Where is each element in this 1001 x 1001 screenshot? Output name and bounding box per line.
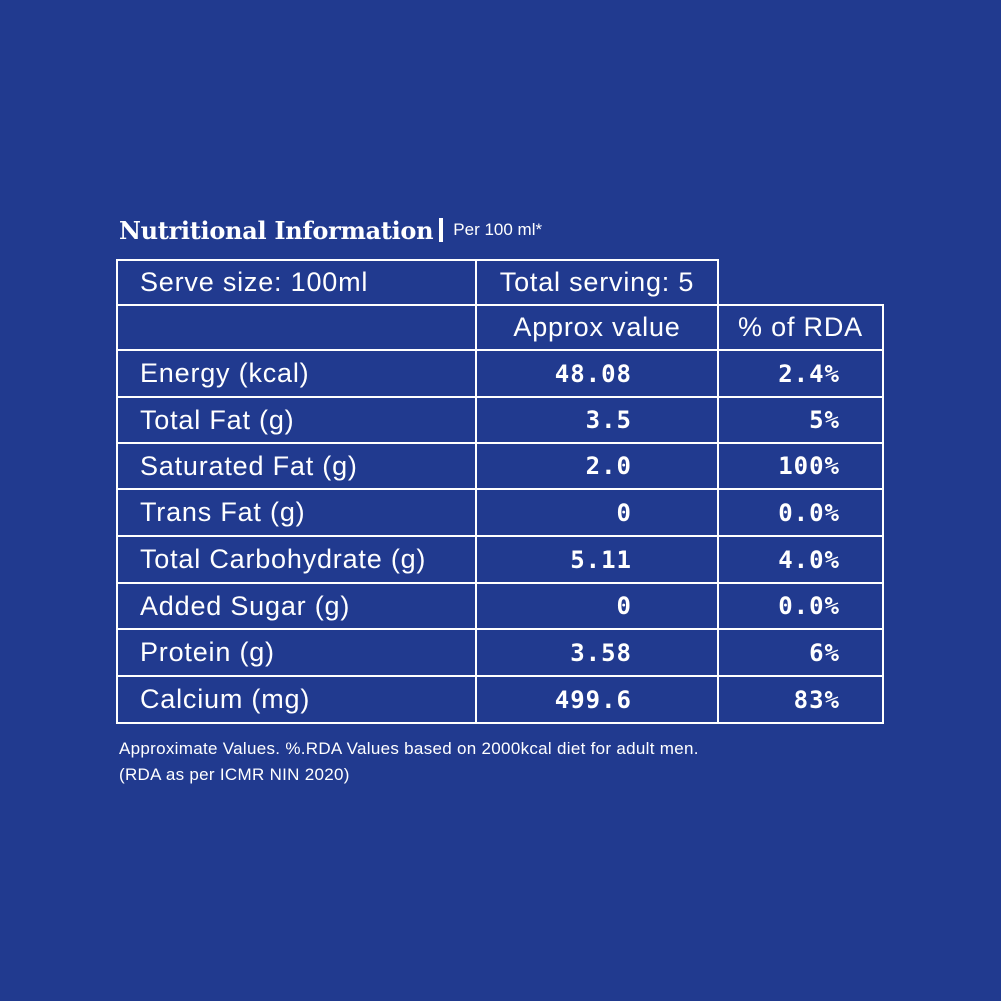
row-value: 0 [475, 488, 719, 537]
table-title: Nutritional Information Per 100 ml* [119, 212, 542, 248]
footnote-line-2: (RDA as per ICMR NIN 2020) [119, 765, 350, 784]
row-value: 2.0 [475, 442, 719, 490]
row-rda: 4.0% [717, 535, 884, 584]
row-label: Energy (kcal) [116, 349, 477, 398]
title-subtitle: Per 100 ml* [453, 220, 543, 239]
row-rda: 0.0% [717, 582, 884, 630]
row-rda: 0.0% [717, 488, 884, 537]
row-label: Added Sugar (g) [116, 582, 477, 630]
row-label: Total Carbohydrate (g) [116, 535, 477, 584]
row-value: 3.58 [475, 628, 719, 677]
row-rda: 6% [717, 628, 884, 677]
row-rda: 100% [717, 442, 884, 490]
row-value: 3.5 [475, 396, 719, 444]
footnote-line-1: Approximate Values. %.RDA Values based o… [119, 739, 699, 758]
rda-header: % of RDA [717, 304, 884, 351]
footnote: Approximate Values. %.RDA Values based o… [119, 736, 699, 788]
row-rda: 83% [717, 675, 884, 724]
row-label: Saturated Fat (g) [116, 442, 477, 490]
row-value: 5.11 [475, 535, 719, 584]
row-rda: 2.4% [717, 349, 884, 398]
row-label: Trans Fat (g) [116, 488, 477, 537]
row-rda: 5% [717, 396, 884, 444]
row-value: 499.6 [475, 675, 719, 724]
approx-value-header: Approx value [475, 304, 719, 351]
row-label: Total Fat (g) [116, 396, 477, 444]
title-divider [439, 218, 444, 242]
title-main: Nutritional Information [119, 215, 434, 245]
row-value: 0 [475, 582, 719, 630]
row-value: 48.08 [475, 349, 719, 398]
row-label: Protein (g) [116, 628, 477, 677]
header-blank-cell [116, 304, 477, 351]
row-label: Calcium (mg) [116, 675, 477, 724]
serve-size-cell: Serve size: 100ml [116, 259, 477, 306]
total-serving-cell: Total serving: 5 [475, 259, 719, 306]
